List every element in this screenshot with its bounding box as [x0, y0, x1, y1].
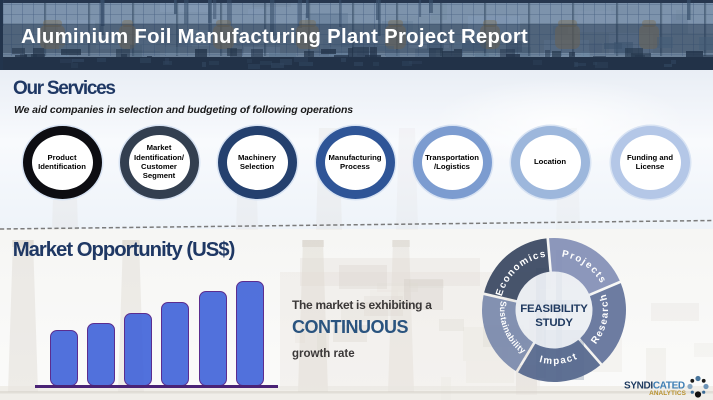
svg-text:SYNDICATED: SYNDICATED [624, 381, 685, 392]
svg-text:ANALYTICS: ANALYTICS [649, 390, 687, 397]
